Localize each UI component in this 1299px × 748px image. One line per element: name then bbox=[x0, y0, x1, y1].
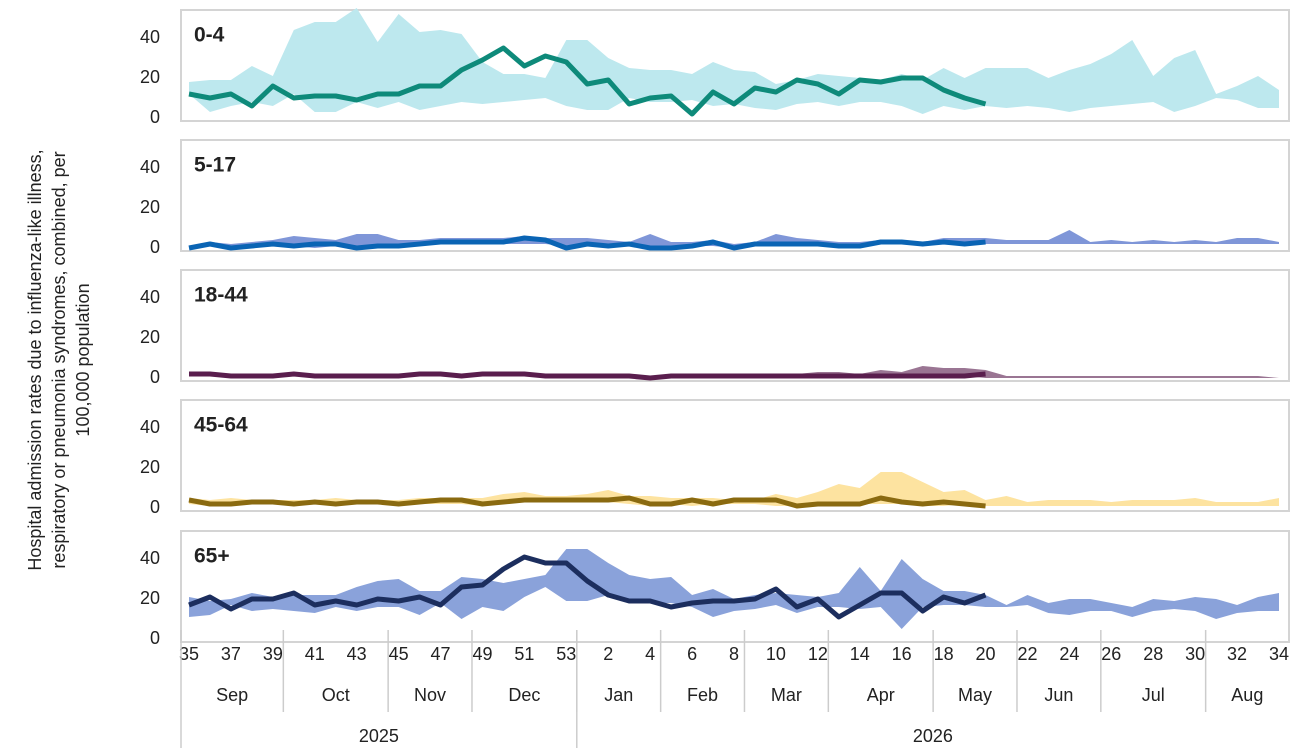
y-tick-label: 0 bbox=[150, 628, 160, 648]
y-axis-title-line: respiratory or pneumonia syndromes, comb… bbox=[49, 151, 69, 568]
month-label: Jul bbox=[1142, 685, 1165, 705]
x-tick-label: 39 bbox=[263, 644, 283, 664]
month-label: Aug bbox=[1231, 685, 1263, 705]
x-tick-label: 20 bbox=[976, 644, 996, 664]
x-tick-label: 28 bbox=[1143, 644, 1163, 664]
y-tick-label: 0 bbox=[150, 107, 160, 127]
month-label: Mar bbox=[771, 685, 802, 705]
year-label: 2026 bbox=[913, 726, 953, 746]
y-tick-label: 40 bbox=[140, 548, 160, 568]
y-tick-label: 0 bbox=[150, 367, 160, 387]
year-label: 2025 bbox=[359, 726, 399, 746]
x-tick-label: 49 bbox=[472, 644, 492, 664]
x-tick-label: 43 bbox=[347, 644, 367, 664]
range-band bbox=[189, 8, 1279, 114]
panel-frame bbox=[180, 269, 1290, 382]
season-line bbox=[188, 45, 987, 117]
y-tick-label: 40 bbox=[140, 27, 160, 47]
x-tick-label: 10 bbox=[766, 644, 786, 664]
x-tick-label: 24 bbox=[1059, 644, 1079, 664]
range-band bbox=[189, 549, 1279, 629]
x-tick-label: 22 bbox=[1017, 644, 1037, 664]
x-tick-label: 47 bbox=[431, 644, 451, 664]
x-tick-label: 18 bbox=[934, 644, 954, 664]
x-tick-label: 16 bbox=[892, 644, 912, 664]
month-label: Apr bbox=[867, 685, 895, 705]
panel-frame bbox=[180, 399, 1290, 512]
x-tick-label: 8 bbox=[729, 644, 739, 664]
y-axis-title: Hospital admission rates due to influenz… bbox=[25, 149, 93, 570]
month-label: Nov bbox=[414, 685, 446, 705]
panel-frame bbox=[180, 530, 1290, 643]
y-tick-label: 20 bbox=[140, 327, 160, 347]
x-tick-label: 34 bbox=[1269, 644, 1289, 664]
y-tick-label: 20 bbox=[140, 588, 160, 608]
y-tick-label: 20 bbox=[140, 457, 160, 477]
month-label: Dec bbox=[508, 685, 540, 705]
season-line bbox=[188, 554, 987, 620]
y-tick-label: 40 bbox=[140, 287, 160, 307]
panel-title: 5-17 bbox=[194, 154, 236, 177]
x-tick-label: 2 bbox=[603, 644, 613, 664]
panel-frame bbox=[180, 139, 1290, 252]
panel-title: 65+ bbox=[194, 545, 230, 568]
x-tick-label: 32 bbox=[1227, 644, 1247, 664]
x-tick-label: 51 bbox=[514, 644, 534, 664]
x-tick-label: 30 bbox=[1185, 644, 1205, 664]
x-tick-label: 4 bbox=[645, 644, 655, 664]
x-tick-label: 53 bbox=[556, 644, 576, 664]
x-tick-label: 41 bbox=[305, 644, 325, 664]
y-tick-label: 40 bbox=[140, 417, 160, 437]
month-label: Sep bbox=[216, 685, 248, 705]
x-tick-label: 12 bbox=[808, 644, 828, 664]
panel-title: 18-44 bbox=[194, 284, 248, 307]
y-tick-label: 40 bbox=[140, 157, 160, 177]
season-line bbox=[188, 235, 986, 251]
x-tick-label: 45 bbox=[389, 644, 409, 664]
x-tick-label: 14 bbox=[850, 644, 870, 664]
month-label: Jun bbox=[1044, 685, 1073, 705]
y-axis-title-line: 100,000 population bbox=[73, 283, 93, 436]
season-line bbox=[188, 495, 986, 509]
month-label: Jan bbox=[604, 685, 633, 705]
x-tick-label: 37 bbox=[221, 644, 241, 664]
y-tick-label: 20 bbox=[140, 197, 160, 217]
panel-title: 45-64 bbox=[194, 414, 248, 437]
panel-title: 0-4 bbox=[194, 24, 225, 47]
y-tick-label: 20 bbox=[140, 67, 160, 87]
month-label: May bbox=[958, 685, 992, 705]
x-tick-label: 6 bbox=[687, 644, 697, 664]
panel-frame bbox=[180, 9, 1290, 122]
x-tick-label: 26 bbox=[1101, 644, 1121, 664]
y-tick-label: 0 bbox=[150, 237, 160, 257]
month-label: Feb bbox=[687, 685, 718, 705]
x-tick-label: 35 bbox=[179, 644, 199, 664]
y-tick-label: 0 bbox=[150, 497, 160, 517]
season-line bbox=[189, 371, 986, 381]
month-label: Oct bbox=[322, 685, 350, 705]
range-band bbox=[189, 472, 1279, 506]
y-axis-title-line: Hospital admission rates due to influenz… bbox=[25, 149, 45, 570]
